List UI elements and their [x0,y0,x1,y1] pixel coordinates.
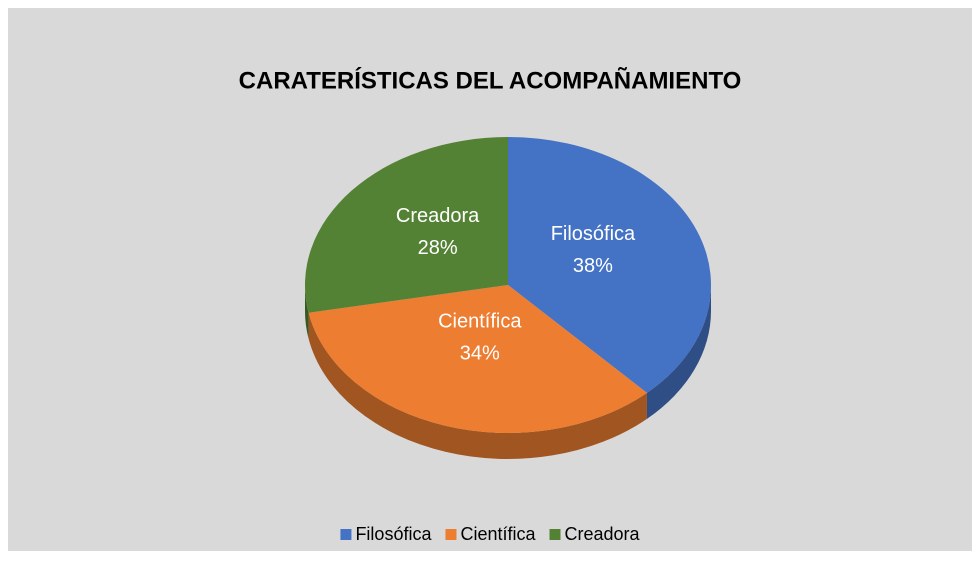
slice-side [308,312,647,460]
slice [508,137,711,393]
legend-swatch [445,529,457,540]
legend-label: Filosófica [355,524,432,544]
legend-swatch [549,529,561,540]
slice-label: Creadora [396,205,480,227]
chart-title: CARATERÍSTICAS DEL ACOMPAÑAMIENTO [239,66,742,94]
data-labels: Filosófica 38% Científica 34% Creadora 28% [396,205,636,365]
slice [305,137,508,313]
slice-side [646,285,711,419]
slice-value-label: 28% [418,237,458,259]
legend-label: Creadora [565,524,641,544]
pie-sides [305,285,711,460]
slice-value-label: 38% [573,255,613,277]
legend: Filosófica Científica Creadora [340,524,641,544]
slice [308,285,647,433]
legend-label: Científica [460,524,536,544]
legend-swatch [340,529,352,540]
slice-value-label: 34% [460,343,500,365]
slice-side [305,285,309,339]
slice-label: Filosófica [551,223,636,245]
slice-label: Científica [438,311,522,333]
pie-tops [305,137,711,433]
